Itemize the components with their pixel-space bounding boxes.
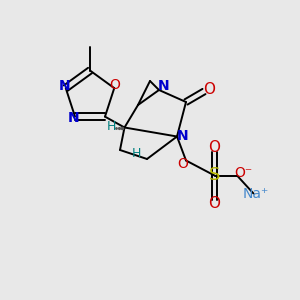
Text: N: N <box>68 111 79 125</box>
Text: H: H <box>106 119 116 133</box>
Text: O: O <box>109 77 120 92</box>
Text: Na⁺: Na⁺ <box>243 187 269 200</box>
Text: O⁻: O⁻ <box>235 166 253 180</box>
Text: N: N <box>177 130 188 143</box>
Text: N: N <box>58 79 70 93</box>
Text: N: N <box>158 80 169 93</box>
Text: O: O <box>208 140 220 154</box>
Text: O: O <box>203 82 215 98</box>
Text: S: S <box>209 167 220 184</box>
Text: O: O <box>208 196 220 211</box>
Text: H: H <box>132 147 141 160</box>
Text: O: O <box>178 157 188 170</box>
